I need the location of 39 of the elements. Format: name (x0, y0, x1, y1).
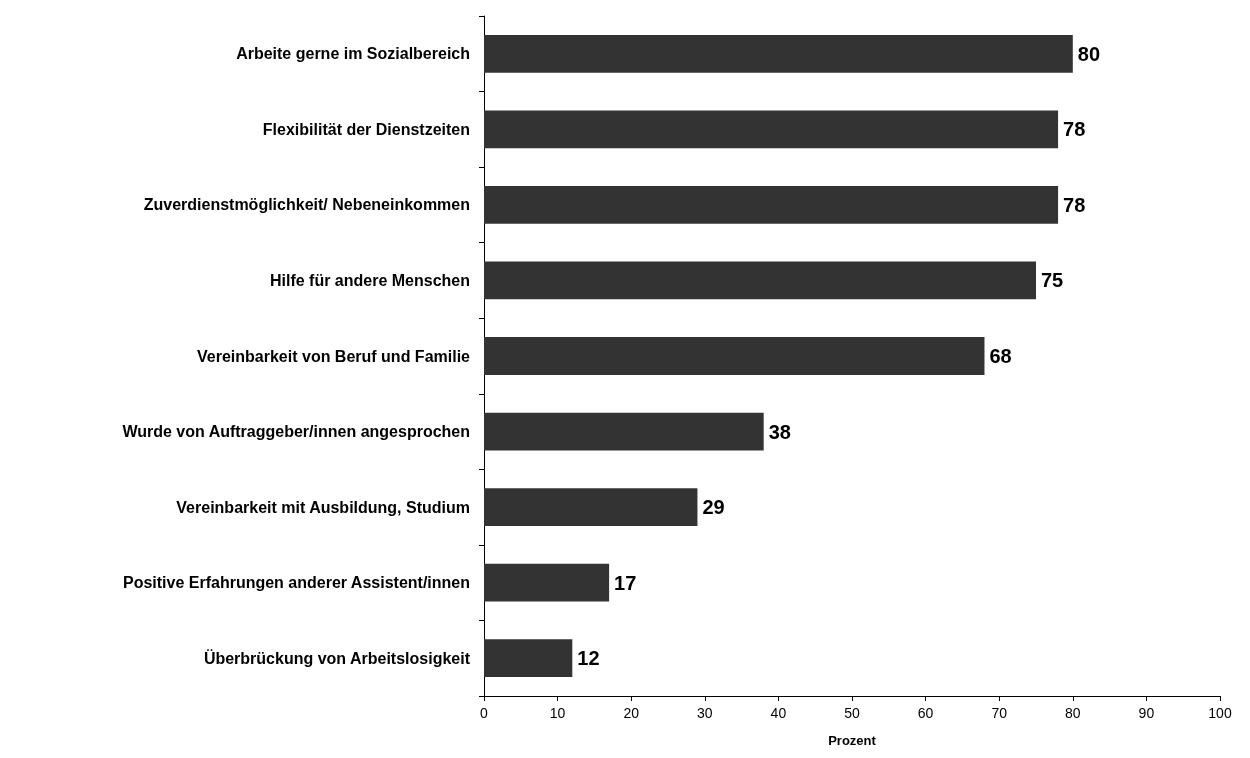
x-tick-label: 20 (623, 705, 640, 721)
x-tick-label: 60 (917, 705, 934, 721)
y-tick-label: Zuverdienstmöglichkeit/ Nebeneinkommen (143, 196, 470, 214)
data-label: 17 (614, 571, 637, 594)
x-tick-label: 100 (1208, 705, 1232, 721)
bar (484, 337, 985, 375)
y-tick-label: Vereinbarkeit von Beruf und Familie (197, 347, 471, 365)
y-tick-label: Flexibilität der Dienstzeiten (262, 120, 470, 138)
data-label: 29 (702, 496, 725, 519)
x-axis-title: Prozent (828, 733, 877, 748)
bar (484, 412, 764, 451)
x-tick-label: 10 (549, 705, 566, 721)
data-label: 12 (577, 647, 600, 670)
x-tick-label: 30 (697, 705, 713, 721)
bar (484, 488, 698, 526)
data-label: 75 (1041, 269, 1064, 292)
data-label: 78 (1063, 118, 1086, 141)
bar (484, 186, 1059, 224)
y-tick-label: Arbeite gerne im Sozialbereich (236, 45, 470, 63)
data-label: 78 (1063, 193, 1086, 216)
x-tick-label: 0 (480, 705, 489, 721)
x-tick-label: 40 (770, 705, 787, 721)
y-tick-label: Vereinbarkeit mit Ausbildung, Studium (176, 498, 470, 516)
x-tick-label: 70 (991, 705, 1008, 721)
data-label: 80 (1077, 42, 1101, 65)
x-tick-label: 50 (844, 705, 860, 721)
bar (484, 563, 610, 602)
bar (484, 34, 1073, 73)
bar (484, 261, 1036, 300)
bar (484, 639, 573, 678)
y-tick-label: Hilfe für andere Menschen (269, 271, 470, 289)
x-tick-label: 80 (1065, 705, 1081, 721)
bar (484, 110, 1059, 149)
y-tick-label: Positive Erfahrungen anderer Assistent/innen (122, 574, 470, 592)
y-tick-label: Wurde von Auftraggeber/innen angesprochen (122, 423, 470, 441)
y-tick-label: Überbrückung von Arbeitslosigkeit (203, 648, 471, 667)
data-label: 68 (989, 345, 1012, 367)
data-label: 38 (768, 420, 791, 443)
x-tick-label: 90 (1138, 705, 1155, 721)
